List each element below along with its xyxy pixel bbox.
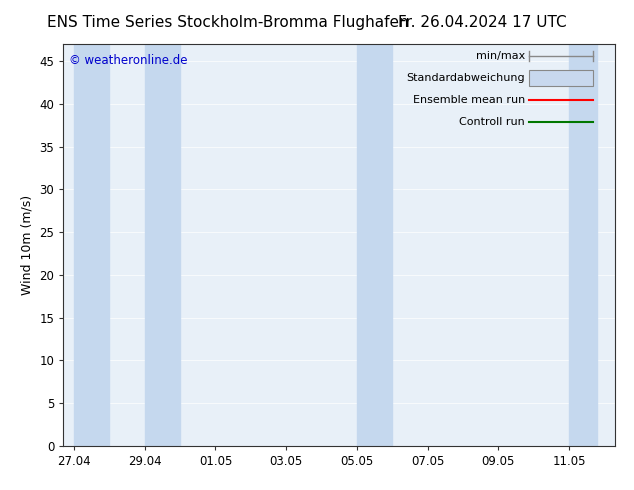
Text: Controll run: Controll run <box>459 118 525 127</box>
Y-axis label: Wind 10m (m/s): Wind 10m (m/s) <box>21 195 34 295</box>
Bar <box>145 44 180 446</box>
Text: min/max: min/max <box>476 51 525 61</box>
Text: ENS Time Series Stockholm-Bromma Flughafen: ENS Time Series Stockholm-Bromma Flughaf… <box>48 15 409 30</box>
Text: © weatheronline.de: © weatheronline.de <box>69 54 188 67</box>
Text: Ensemble mean run: Ensemble mean run <box>413 96 525 105</box>
Bar <box>569 44 597 446</box>
FancyBboxPatch shape <box>529 70 593 86</box>
Text: Standardabweichung: Standardabweichung <box>406 73 525 83</box>
Text: Fr. 26.04.2024 17 UTC: Fr. 26.04.2024 17 UTC <box>398 15 566 30</box>
Bar <box>357 44 392 446</box>
Bar <box>74 44 110 446</box>
